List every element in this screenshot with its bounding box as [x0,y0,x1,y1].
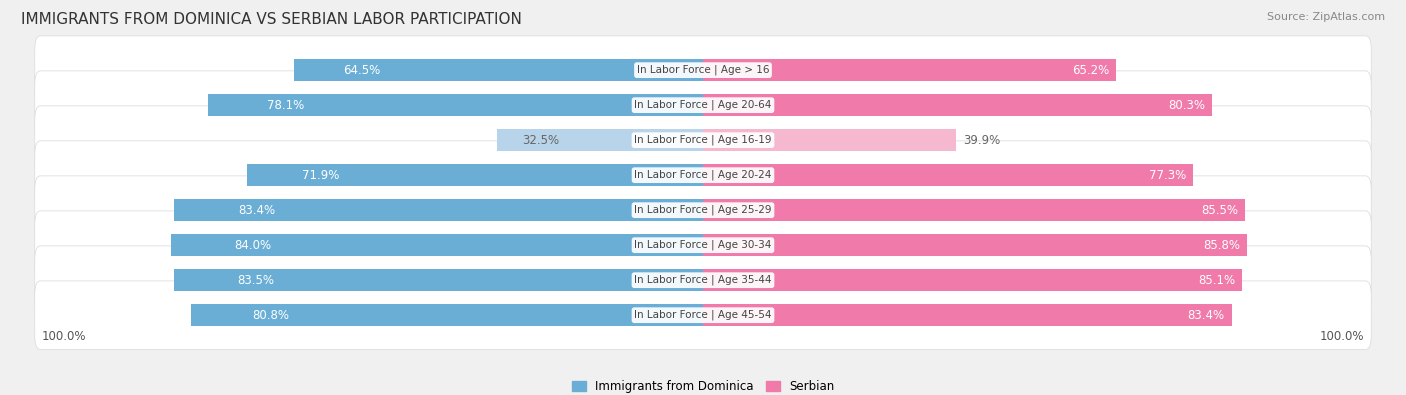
Text: 84.0%: 84.0% [235,239,271,252]
Text: In Labor Force | Age 45-54: In Labor Force | Age 45-54 [634,310,772,320]
Bar [703,94,1212,116]
Text: In Labor Force | Age 16-19: In Labor Force | Age 16-19 [634,135,772,145]
Text: 83.4%: 83.4% [238,204,276,217]
Text: 83.4%: 83.4% [1188,309,1225,322]
Text: In Labor Force | Age 35-44: In Labor Force | Age 35-44 [634,275,772,286]
FancyBboxPatch shape [35,106,1371,175]
Text: In Labor Force | Age 25-29: In Labor Force | Age 25-29 [634,205,772,215]
Bar [247,164,703,186]
Text: 100.0%: 100.0% [42,330,86,343]
Text: 64.5%: 64.5% [343,64,381,77]
Text: 80.8%: 80.8% [252,309,290,322]
FancyBboxPatch shape [35,211,1371,280]
FancyBboxPatch shape [35,281,1371,350]
Bar [294,59,703,81]
Bar [174,199,703,221]
Text: 85.8%: 85.8% [1204,239,1240,252]
Text: In Labor Force | Age 30-34: In Labor Force | Age 30-34 [634,240,772,250]
Text: In Labor Force | Age 20-24: In Labor Force | Age 20-24 [634,170,772,181]
Bar [703,129,956,151]
FancyBboxPatch shape [35,36,1371,104]
Bar [170,234,703,256]
Bar [496,129,703,151]
Text: 39.9%: 39.9% [963,134,1000,147]
Bar [703,234,1247,256]
Text: 77.3%: 77.3% [1149,169,1187,182]
Bar [703,269,1243,291]
FancyBboxPatch shape [35,141,1371,209]
Text: In Labor Force | Age > 16: In Labor Force | Age > 16 [637,65,769,75]
Bar [208,94,703,116]
Text: In Labor Force | Age 20-64: In Labor Force | Age 20-64 [634,100,772,111]
FancyBboxPatch shape [35,71,1371,139]
Text: 32.5%: 32.5% [522,134,558,147]
Bar [191,304,703,326]
FancyBboxPatch shape [35,246,1371,314]
Text: Source: ZipAtlas.com: Source: ZipAtlas.com [1267,12,1385,22]
Text: 80.3%: 80.3% [1168,99,1205,112]
Bar [174,269,703,291]
Text: 71.9%: 71.9% [302,169,339,182]
FancyBboxPatch shape [35,176,1371,245]
Text: 100.0%: 100.0% [1320,330,1364,343]
Bar [703,164,1192,186]
Bar [703,59,1116,81]
Text: 85.5%: 85.5% [1201,204,1239,217]
Text: 78.1%: 78.1% [267,99,305,112]
Bar [703,304,1232,326]
Text: 85.1%: 85.1% [1198,274,1236,287]
Bar [703,199,1244,221]
Text: IMMIGRANTS FROM DOMINICA VS SERBIAN LABOR PARTICIPATION: IMMIGRANTS FROM DOMINICA VS SERBIAN LABO… [21,12,522,27]
Text: 65.2%: 65.2% [1073,64,1109,77]
Text: 83.5%: 83.5% [238,274,274,287]
Legend: Immigrants from Dominica, Serbian: Immigrants from Dominica, Serbian [567,376,839,395]
